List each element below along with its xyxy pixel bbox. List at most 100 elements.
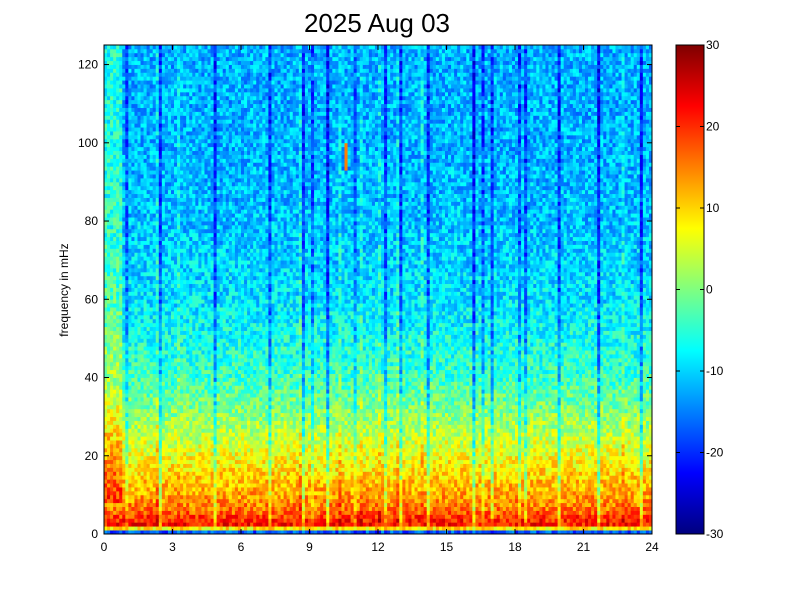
heatmap-cell	[104, 468, 107, 472]
heatmap-cell	[153, 295, 156, 299]
heatmap-cell	[165, 151, 168, 155]
heatmap-cell	[201, 471, 204, 475]
heatmap-cell	[192, 115, 195, 119]
heatmap-cell	[171, 424, 174, 428]
heatmap-cell	[168, 354, 171, 358]
heatmap-cell	[144, 291, 147, 295]
heatmap-cell	[201, 291, 204, 295]
heatmap-cell	[183, 487, 186, 491]
heatmap-cell	[198, 119, 201, 123]
heatmap-cell	[180, 72, 183, 76]
heatmap-cell	[134, 225, 137, 229]
heatmap-cell	[165, 229, 168, 233]
heatmap-cell	[180, 499, 183, 503]
heatmap-cell	[107, 362, 110, 366]
heatmap-cell	[177, 284, 180, 288]
heatmap-cell	[144, 370, 147, 374]
heatmap-cell	[171, 237, 174, 241]
heatmap-cell	[204, 374, 207, 378]
heatmap-cell	[189, 495, 192, 499]
heatmap-cell	[186, 350, 189, 354]
heatmap-cell	[171, 288, 174, 292]
heatmap-cell	[156, 436, 159, 440]
heatmap-cell	[165, 424, 168, 428]
heatmap-cell	[201, 331, 204, 335]
heatmap-cell	[220, 229, 223, 233]
heatmap-cell	[195, 393, 198, 397]
heatmap-cell	[208, 291, 211, 295]
heatmap-cell	[153, 471, 156, 475]
heatmap-cell	[195, 174, 198, 178]
heatmap-cell	[141, 186, 144, 190]
heatmap-cell	[150, 428, 153, 432]
heatmap-cell	[134, 288, 137, 292]
heatmap-cell	[201, 147, 204, 151]
heatmap-cell	[171, 284, 174, 288]
heatmap-cell	[134, 393, 137, 397]
heatmap-cell	[198, 201, 201, 205]
heatmap-cell	[183, 151, 186, 155]
heatmap-cell	[131, 291, 134, 295]
heatmap-cell	[208, 424, 211, 428]
heatmap-cell	[195, 45, 198, 49]
heatmap-cell	[141, 268, 144, 272]
heatmap-cell	[208, 221, 211, 225]
heatmap-cell	[214, 518, 217, 522]
heatmap-cell	[144, 288, 147, 292]
heatmap-cell	[156, 499, 159, 503]
heatmap-cell	[137, 272, 140, 276]
heatmap-cell	[171, 190, 174, 194]
heatmap-cell	[162, 45, 165, 49]
heatmap-cell	[168, 397, 171, 401]
heatmap-cell	[125, 96, 128, 100]
heatmap-cell	[104, 186, 107, 190]
heatmap-cell	[128, 526, 131, 530]
heatmap-cell	[159, 366, 162, 370]
heatmap-cell	[168, 295, 171, 299]
heatmap-cell	[211, 327, 214, 331]
heatmap-cell	[137, 112, 140, 116]
heatmap-cell	[125, 108, 128, 112]
heatmap-cell	[211, 378, 214, 382]
heatmap-cell	[156, 155, 159, 159]
heatmap-cell	[150, 507, 153, 511]
heatmap-cell	[113, 389, 116, 393]
heatmap-cell	[217, 84, 220, 88]
heatmap-cell	[113, 166, 116, 170]
heatmap-cell	[119, 503, 122, 507]
heatmap-cell	[144, 471, 147, 475]
heatmap-cell	[214, 104, 217, 108]
heatmap-cell	[113, 241, 116, 245]
heatmap-cell	[177, 428, 180, 432]
heatmap-cell	[141, 389, 144, 393]
heatmap-cell	[165, 464, 168, 468]
heatmap-cell	[122, 393, 125, 397]
heatmap-cell	[201, 346, 204, 350]
heatmap-cell	[104, 119, 107, 123]
heatmap-cell	[119, 413, 122, 417]
heatmap-cell	[171, 471, 174, 475]
heatmap-cell	[131, 201, 134, 205]
heatmap-cell	[208, 483, 211, 487]
heatmap-cell	[159, 61, 162, 65]
heatmap-cell	[128, 229, 131, 233]
heatmap-cell	[220, 354, 223, 358]
heatmap-cell	[116, 92, 119, 96]
heatmap-cell	[128, 514, 131, 518]
heatmap-cell	[137, 491, 140, 495]
heatmap-cell	[156, 209, 159, 213]
heatmap-cell	[110, 213, 113, 217]
heatmap-cell	[220, 186, 223, 190]
heatmap-cell	[174, 92, 177, 96]
heatmap-cell	[177, 526, 180, 530]
heatmap-cell	[156, 229, 159, 233]
heatmap-cell	[131, 57, 134, 61]
heatmap-cell	[110, 72, 113, 76]
heatmap-cell	[204, 362, 207, 366]
heatmap-cell	[125, 84, 128, 88]
heatmap-cell	[208, 409, 211, 413]
heatmap-cell	[113, 284, 116, 288]
heatmap-cell	[110, 76, 113, 80]
heatmap-cell	[186, 201, 189, 205]
heatmap-cell	[177, 96, 180, 100]
